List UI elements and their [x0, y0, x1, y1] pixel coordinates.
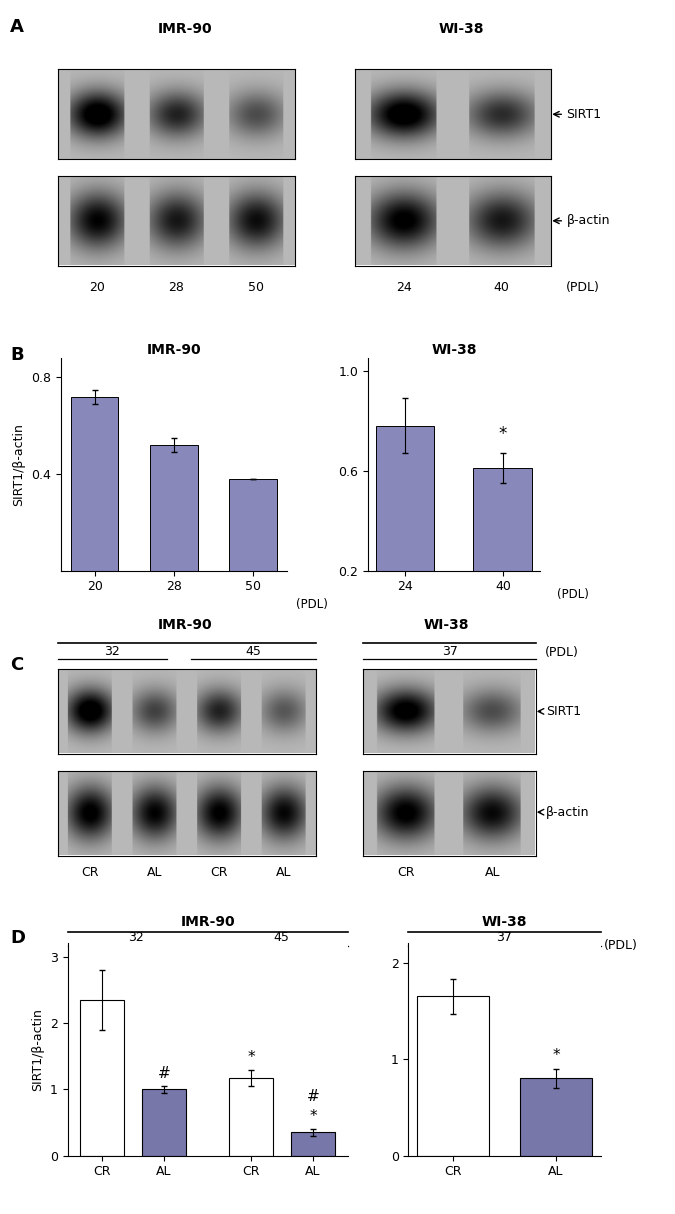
Bar: [80, 999, 124, 1156]
Text: IMR-90: IMR-90: [158, 618, 213, 632]
Text: AL: AL: [276, 867, 292, 879]
Text: (PDL): (PDL): [545, 646, 578, 659]
Text: D: D: [10, 929, 25, 947]
Bar: [150, 446, 198, 571]
Bar: [417, 997, 489, 1156]
Text: 45: 45: [273, 931, 290, 944]
Text: WI-38: WI-38: [424, 618, 469, 632]
Y-axis label: SIRT1/β-actin: SIRT1/β-actin: [31, 1008, 45, 1091]
Y-axis label: SIRT1/β-actin: SIRT1/β-actin: [12, 422, 26, 506]
Text: (PDL): (PDL): [557, 588, 589, 601]
Text: WI-38: WI-38: [439, 22, 484, 36]
Text: (PDL): (PDL): [604, 940, 638, 952]
Bar: [230, 1078, 273, 1156]
Text: *: *: [247, 1050, 255, 1065]
Title: IMR-90: IMR-90: [146, 344, 201, 357]
Bar: [142, 1089, 186, 1156]
Text: 37: 37: [496, 931, 512, 944]
Text: 20: 20: [89, 282, 105, 294]
Bar: [71, 397, 119, 571]
Bar: [292, 1133, 335, 1156]
Bar: [376, 426, 435, 620]
Text: (PDL): (PDL): [296, 599, 328, 612]
Text: 40: 40: [493, 282, 510, 294]
Text: #: #: [306, 1089, 319, 1104]
Text: C: C: [10, 656, 24, 674]
Text: WI-38: WI-38: [481, 915, 527, 930]
Text: *: *: [552, 1048, 560, 1063]
Bar: [473, 469, 532, 620]
Text: AL: AL: [485, 867, 500, 879]
Text: 32: 32: [104, 645, 120, 658]
Text: (PDL): (PDL): [566, 282, 599, 294]
Text: 45: 45: [246, 645, 261, 658]
Text: 28: 28: [168, 282, 184, 294]
Text: CR: CR: [81, 867, 99, 879]
Text: *: *: [309, 1108, 317, 1124]
Text: β-actin: β-actin: [566, 215, 610, 227]
Text: SIRT1: SIRT1: [546, 705, 581, 717]
Text: A: A: [10, 18, 24, 36]
Text: #: #: [158, 1066, 171, 1080]
Bar: [520, 1078, 592, 1156]
Text: β-actin: β-actin: [546, 806, 589, 818]
Text: 24: 24: [396, 282, 411, 294]
Text: SIRT1: SIRT1: [566, 108, 601, 120]
Text: CR: CR: [398, 867, 415, 879]
Text: 32: 32: [128, 931, 144, 944]
Text: 50: 50: [248, 282, 263, 294]
Text: AL: AL: [146, 867, 162, 879]
Text: IMR-90: IMR-90: [158, 22, 213, 36]
Text: *: *: [499, 425, 507, 443]
Text: B: B: [10, 346, 24, 364]
Bar: [229, 478, 277, 571]
Text: CR: CR: [210, 867, 227, 879]
Text: IMR-90: IMR-90: [181, 915, 235, 930]
Title: WI-38: WI-38: [431, 344, 477, 357]
Text: 37: 37: [441, 645, 458, 658]
